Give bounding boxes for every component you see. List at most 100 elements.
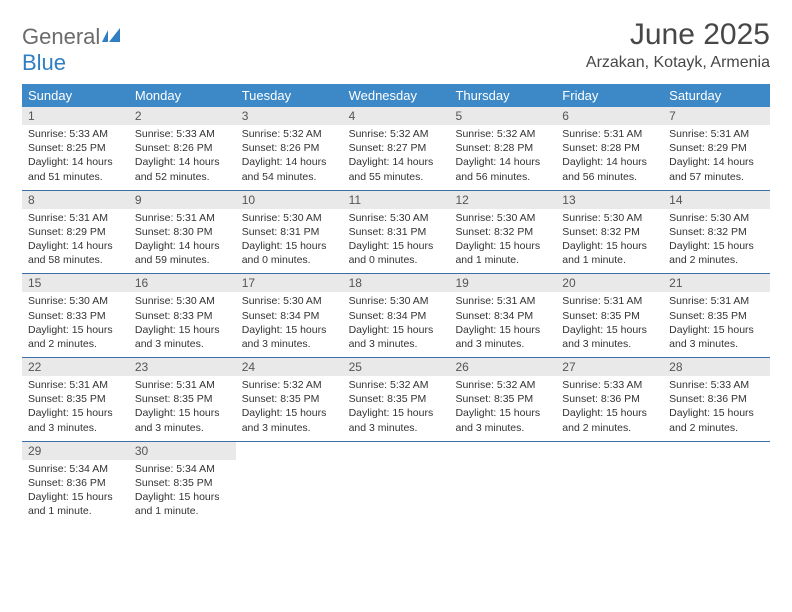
sunset-text: Sunset: 8:36 PM <box>28 476 123 490</box>
sunset-text: Sunset: 8:33 PM <box>135 309 230 323</box>
sunset-text: Sunset: 8:35 PM <box>669 309 764 323</box>
sunrise-text: Sunrise: 5:32 AM <box>242 127 337 141</box>
day-body: Sunrise: 5:30 AMSunset: 8:31 PMDaylight:… <box>343 211 450 268</box>
sunrise-text: Sunrise: 5:32 AM <box>349 127 444 141</box>
day-number: 15 <box>22 274 129 292</box>
day-body: Sunrise: 5:31 AMSunset: 8:30 PMDaylight:… <box>129 211 236 268</box>
day-cell: 19Sunrise: 5:31 AMSunset: 8:34 PMDayligh… <box>449 274 556 357</box>
sunset-text: Sunset: 8:32 PM <box>669 225 764 239</box>
day-body: Sunrise: 5:32 AMSunset: 8:27 PMDaylight:… <box>343 127 450 184</box>
sunset-text: Sunset: 8:29 PM <box>28 225 123 239</box>
location-text: Arzakan, Kotayk, Armenia <box>586 54 770 72</box>
daylight-text-2: and 2 minutes. <box>669 253 764 267</box>
day-number: 21 <box>663 274 770 292</box>
flag-icon <box>102 28 124 49</box>
daylight-text-1: Daylight: 14 hours <box>28 239 123 253</box>
day-cell: 6Sunrise: 5:31 AMSunset: 8:28 PMDaylight… <box>556 107 663 190</box>
sunrise-text: Sunrise: 5:31 AM <box>562 127 657 141</box>
sunset-text: Sunset: 8:29 PM <box>669 141 764 155</box>
week-row: 8Sunrise: 5:31 AMSunset: 8:29 PMDaylight… <box>22 191 770 275</box>
day-cell: 15 Sunrise: 5:30 AMSunset: 8:33 PMDayligh… <box>22 274 129 357</box>
day-cell: 18Sunrise: 5:30 AMSunset: 8:34 PMDayligh… <box>343 274 450 357</box>
daylight-text-1: Daylight: 15 hours <box>242 239 337 253</box>
day-cell: 2Sunrise: 5:33 AMSunset: 8:26 PMDaylight… <box>129 107 236 190</box>
logo-text-general: General <box>22 24 100 49</box>
daylight-text-2: and 3 minutes. <box>455 421 550 435</box>
daylight-text-2: and 59 minutes. <box>135 253 230 267</box>
day-number: 8 <box>22 191 129 209</box>
month-title: June 2025 <box>586 18 770 52</box>
daylight-text-1: Daylight: 15 hours <box>135 323 230 337</box>
daylight-text-2: and 3 minutes. <box>242 421 337 435</box>
day-number: 27 <box>556 358 663 376</box>
sunset-text: Sunset: 8:28 PM <box>562 141 657 155</box>
sunset-text: Sunset: 8:27 PM <box>349 141 444 155</box>
day-body: Sunrise: 5:31 AMSunset: 8:35 PMDaylight:… <box>556 294 663 351</box>
daylight-text-1: Daylight: 15 hours <box>28 406 123 420</box>
daylight-text-1: Daylight: 14 hours <box>349 155 444 169</box>
header: General Blue June 2025 Arzakan, Kotayk, … <box>22 18 770 76</box>
dow-cell: Tuesday <box>236 84 343 107</box>
daylight-text-2: and 0 minutes. <box>242 253 337 267</box>
day-cell: 4 Sunrise: 5:32 AMSunset: 8:27 PMDaylight… <box>343 107 450 190</box>
day-number: 2 <box>129 107 236 125</box>
daylight-text-1: Daylight: 15 hours <box>562 239 657 253</box>
day-number: 9 <box>129 191 236 209</box>
day-cell: 9 Sunrise: 5:31 AMSunset: 8:30 PMDaylight… <box>129 191 236 274</box>
day-cell: 5Sunrise: 5:32 AMSunset: 8:28 PMDaylight… <box>449 107 556 190</box>
daylight-text-2: and 3 minutes. <box>135 421 230 435</box>
day-number: 5 <box>449 107 556 125</box>
day-number: 1 <box>22 107 129 125</box>
daylight-text-1: Daylight: 15 hours <box>562 323 657 337</box>
dow-cell: Friday <box>556 84 663 107</box>
sunrise-text: Sunrise: 5:32 AM <box>455 127 550 141</box>
sunrise-text: Sunrise: 5:30 AM <box>349 294 444 308</box>
day-number: 13 <box>556 191 663 209</box>
daylight-text-2: and 56 minutes. <box>562 170 657 184</box>
daylight-text-2: and 3 minutes. <box>349 421 444 435</box>
day-number: 20 <box>556 274 663 292</box>
daylight-text-2: and 55 minutes. <box>349 170 444 184</box>
day-cell: . <box>236 442 343 525</box>
sunset-text: Sunset: 8:34 PM <box>242 309 337 323</box>
daylight-text-2: and 3 minutes. <box>242 337 337 351</box>
daylight-text-1: Daylight: 15 hours <box>242 323 337 337</box>
day-cell: 26Sunrise: 5:32 AMSunset: 8:35 PMDayligh… <box>449 358 556 441</box>
day-cell: 3Sunrise: 5:32 AMSunset: 8:26 PMDaylight… <box>236 107 343 190</box>
day-body: Sunrise: 5:32 AMSunset: 8:35 PMDaylight:… <box>236 378 343 435</box>
day-number: 14 <box>663 191 770 209</box>
day-cell: . <box>663 442 770 525</box>
day-cell: 10Sunrise: 5:30 AMSunset: 8:31 PMDayligh… <box>236 191 343 274</box>
daylight-text-2: and 3 minutes. <box>455 337 550 351</box>
day-cell: 17Sunrise: 5:30 AMSunset: 8:34 PMDayligh… <box>236 274 343 357</box>
day-cell: 14Sunrise: 5:30 AMSunset: 8:32 PMDayligh… <box>663 191 770 274</box>
daylight-text-1: Daylight: 15 hours <box>349 406 444 420</box>
week-row: 29Sunrise: 5:34 AMSunset: 8:36 PMDayligh… <box>22 442 770 525</box>
sunset-text: Sunset: 8:36 PM <box>562 392 657 406</box>
week-row: 22Sunrise: 5:31 AMSunset: 8:35 PMDayligh… <box>22 358 770 442</box>
day-number: 24 <box>236 358 343 376</box>
week-row: 1 Sunrise: 5:33 AMSunset: 8:25 PMDaylight… <box>22 107 770 191</box>
sunrise-text: Sunrise: 5:33 AM <box>669 378 764 392</box>
day-body: Sunrise: 5:33 AMSunset: 8:25 PMDaylight:… <box>22 127 129 184</box>
sunrise-text: Sunrise: 5:30 AM <box>455 211 550 225</box>
daylight-text-1: Daylight: 15 hours <box>242 406 337 420</box>
daylight-text-1: Daylight: 15 hours <box>135 406 230 420</box>
day-number: 25 <box>343 358 450 376</box>
sunset-text: Sunset: 8:32 PM <box>455 225 550 239</box>
sunset-text: Sunset: 8:35 PM <box>135 476 230 490</box>
dow-cell: Wednesday <box>343 84 450 107</box>
day-cell: 7Sunrise: 5:31 AMSunset: 8:29 PMDaylight… <box>663 107 770 190</box>
day-number: 4 <box>343 107 450 125</box>
day-cell: 16Sunrise: 5:30 AMSunset: 8:33 PMDayligh… <box>129 274 236 357</box>
day-body: Sunrise: 5:30 AMSunset: 8:33 PMDaylight:… <box>22 294 129 351</box>
daylight-text-2: and 1 minute. <box>455 253 550 267</box>
daylight-text-2: and 52 minutes. <box>135 170 230 184</box>
sunrise-text: Sunrise: 5:34 AM <box>135 462 230 476</box>
sunset-text: Sunset: 8:30 PM <box>135 225 230 239</box>
day-body: Sunrise: 5:33 AMSunset: 8:36 PMDaylight:… <box>556 378 663 435</box>
daylight-text-2: and 2 minutes. <box>669 421 764 435</box>
daylight-text-2: and 3 minutes. <box>349 337 444 351</box>
daylight-text-1: Daylight: 15 hours <box>669 406 764 420</box>
daylight-text-2: and 1 minute. <box>28 504 123 518</box>
